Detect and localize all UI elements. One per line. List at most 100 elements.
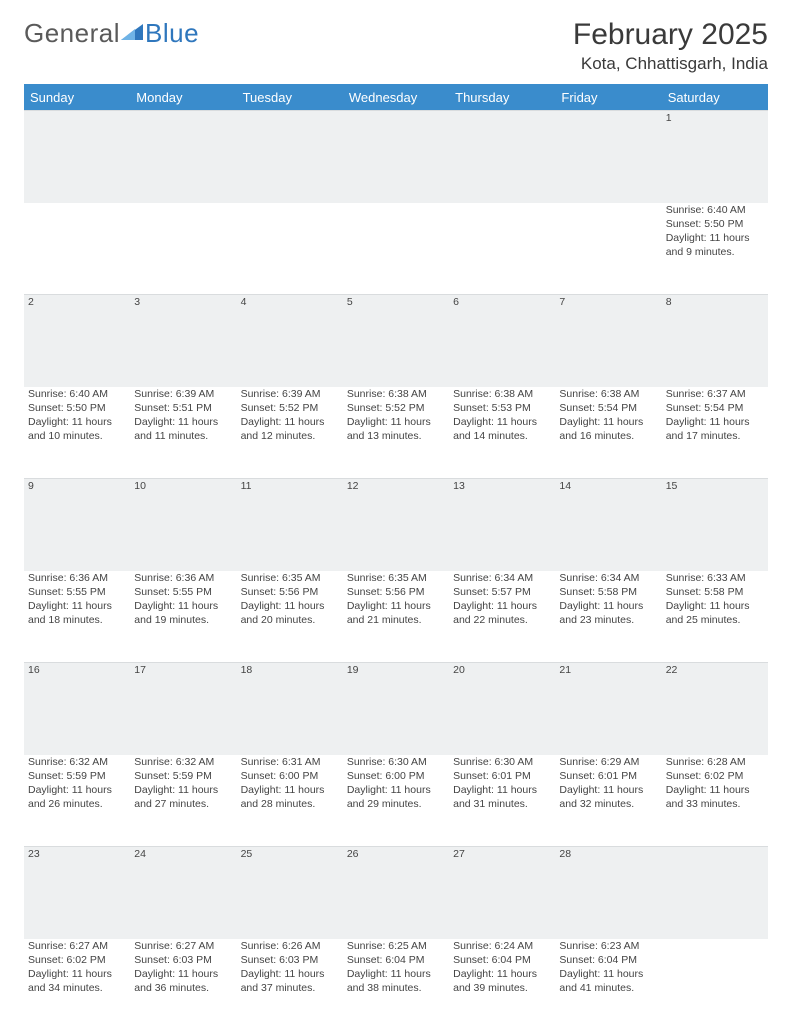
day-detail-cell: Sunrise: 6:40 AMSunset: 5:50 PMDaylight:…: [662, 203, 768, 295]
daylight-line: Daylight: 11 hours and 23 minutes.: [559, 599, 657, 627]
weekday-tuesday: Tuesday: [237, 85, 343, 111]
day-detail-cell: Sunrise: 6:26 AMSunset: 6:03 PMDaylight:…: [237, 939, 343, 1031]
location: Kota, Chhattisgarh, India: [573, 54, 768, 74]
weekday-saturday: Saturday: [662, 85, 768, 111]
week-0-details: Sunrise: 6:40 AMSunset: 5:50 PMDaylight:…: [24, 203, 768, 295]
day-detail-cell: Sunrise: 6:32 AMSunset: 5:59 PMDaylight:…: [130, 755, 236, 847]
day-detail-cell: Sunrise: 6:39 AMSunset: 5:51 PMDaylight:…: [130, 387, 236, 479]
logo-text-2: Blue: [145, 18, 199, 49]
daylight-line: Daylight: 11 hours and 10 minutes.: [28, 415, 126, 443]
daylight-line: Daylight: 11 hours and 20 minutes.: [241, 599, 339, 627]
day-detail-cell: Sunrise: 6:38 AMSunset: 5:53 PMDaylight:…: [449, 387, 555, 479]
sunrise-line: Sunrise: 6:24 AM: [453, 939, 551, 953]
daylight-line: Daylight: 11 hours and 21 minutes.: [347, 599, 445, 627]
sunrise-line: Sunrise: 6:26 AM: [241, 939, 339, 953]
day-number-cell: [24, 111, 130, 203]
sunset-line: Sunset: 6:00 PM: [241, 769, 339, 783]
sunset-line: Sunset: 5:58 PM: [666, 585, 764, 599]
daylight-line: Daylight: 11 hours and 33 minutes.: [666, 783, 764, 811]
sunrise-line: Sunrise: 6:38 AM: [347, 387, 445, 401]
daylight-line: Daylight: 11 hours and 36 minutes.: [134, 967, 232, 995]
day-detail-cell: [343, 203, 449, 295]
daylight-line: Daylight: 11 hours and 17 minutes.: [666, 415, 764, 443]
daylight-line: Daylight: 11 hours and 26 minutes.: [28, 783, 126, 811]
sunrise-line: Sunrise: 6:33 AM: [666, 571, 764, 585]
weekday-header: SundayMondayTuesdayWednesdayThursdayFrid…: [24, 85, 768, 111]
sunrise-line: Sunrise: 6:30 AM: [347, 755, 445, 769]
sunset-line: Sunset: 6:03 PM: [241, 953, 339, 967]
week-2-daynums: 9101112131415: [24, 479, 768, 571]
day-number-cell: 3: [130, 295, 236, 387]
daylight-line: Daylight: 11 hours and 13 minutes.: [347, 415, 445, 443]
day-number-cell: 28: [555, 847, 661, 939]
sunset-line: Sunset: 6:04 PM: [559, 953, 657, 967]
sunrise-line: Sunrise: 6:32 AM: [134, 755, 232, 769]
day-number-cell: [130, 111, 236, 203]
daylight-line: Daylight: 11 hours and 19 minutes.: [134, 599, 232, 627]
daylight-line: Daylight: 11 hours and 31 minutes.: [453, 783, 551, 811]
sunrise-line: Sunrise: 6:30 AM: [453, 755, 551, 769]
week-4-details: Sunrise: 6:27 AMSunset: 6:02 PMDaylight:…: [24, 939, 768, 1031]
day-detail-cell: Sunrise: 6:27 AMSunset: 6:03 PMDaylight:…: [130, 939, 236, 1031]
day-detail-cell: [130, 203, 236, 295]
day-detail-cell: Sunrise: 6:27 AMSunset: 6:02 PMDaylight:…: [24, 939, 130, 1031]
day-number-cell: 15: [662, 479, 768, 571]
logo-triangle-icon: [121, 18, 143, 49]
sunrise-line: Sunrise: 6:39 AM: [241, 387, 339, 401]
sunset-line: Sunset: 5:52 PM: [347, 401, 445, 415]
day-detail-cell: Sunrise: 6:30 AMSunset: 6:00 PMDaylight:…: [343, 755, 449, 847]
day-number-cell: 21: [555, 663, 661, 755]
day-detail-cell: Sunrise: 6:28 AMSunset: 6:02 PMDaylight:…: [662, 755, 768, 847]
day-detail-cell: [555, 203, 661, 295]
sunset-line: Sunset: 5:55 PM: [134, 585, 232, 599]
sunset-line: Sunset: 5:50 PM: [666, 217, 764, 231]
sunrise-line: Sunrise: 6:38 AM: [559, 387, 657, 401]
sunset-line: Sunset: 5:54 PM: [559, 401, 657, 415]
day-number-cell: 24: [130, 847, 236, 939]
weekday-friday: Friday: [555, 85, 661, 111]
daylight-line: Daylight: 11 hours and 27 minutes.: [134, 783, 232, 811]
sunrise-line: Sunrise: 6:40 AM: [28, 387, 126, 401]
day-detail-cell: Sunrise: 6:30 AMSunset: 6:01 PMDaylight:…: [449, 755, 555, 847]
day-number-cell: [555, 111, 661, 203]
day-detail-cell: Sunrise: 6:38 AMSunset: 5:52 PMDaylight:…: [343, 387, 449, 479]
day-detail-cell: [24, 203, 130, 295]
daylight-line: Daylight: 11 hours and 18 minutes.: [28, 599, 126, 627]
day-number-cell: [449, 111, 555, 203]
day-number-cell: 16: [24, 663, 130, 755]
sunrise-line: Sunrise: 6:31 AM: [241, 755, 339, 769]
sunrise-line: Sunrise: 6:35 AM: [241, 571, 339, 585]
sunset-line: Sunset: 5:59 PM: [134, 769, 232, 783]
day-number-cell: [237, 111, 343, 203]
sunset-line: Sunset: 6:02 PM: [28, 953, 126, 967]
sunset-line: Sunset: 5:51 PM: [134, 401, 232, 415]
sunset-line: Sunset: 6:00 PM: [347, 769, 445, 783]
sunrise-line: Sunrise: 6:39 AM: [134, 387, 232, 401]
title-block: February 2025 Kota, Chhattisgarh, India: [573, 18, 768, 74]
header: General Blue February 2025 Kota, Chhatti…: [24, 18, 768, 74]
day-detail-cell: Sunrise: 6:39 AMSunset: 5:52 PMDaylight:…: [237, 387, 343, 479]
weekday-wednesday: Wednesday: [343, 85, 449, 111]
day-number-cell: 8: [662, 295, 768, 387]
day-detail-cell: Sunrise: 6:38 AMSunset: 5:54 PMDaylight:…: [555, 387, 661, 479]
sunrise-line: Sunrise: 6:34 AM: [559, 571, 657, 585]
day-detail-cell: [449, 203, 555, 295]
day-detail-cell: Sunrise: 6:23 AMSunset: 6:04 PMDaylight:…: [555, 939, 661, 1031]
day-detail-cell: Sunrise: 6:33 AMSunset: 5:58 PMDaylight:…: [662, 571, 768, 663]
sunrise-line: Sunrise: 6:38 AM: [453, 387, 551, 401]
daylight-line: Daylight: 11 hours and 25 minutes.: [666, 599, 764, 627]
day-detail-cell: [662, 939, 768, 1031]
daylight-line: Daylight: 11 hours and 39 minutes.: [453, 967, 551, 995]
sunrise-line: Sunrise: 6:32 AM: [28, 755, 126, 769]
daylight-line: Daylight: 11 hours and 32 minutes.: [559, 783, 657, 811]
sunset-line: Sunset: 5:50 PM: [28, 401, 126, 415]
week-4-daynums: 232425262728: [24, 847, 768, 939]
logo-text-1: General: [24, 18, 120, 49]
day-number-cell: 2: [24, 295, 130, 387]
day-number-cell: [343, 111, 449, 203]
day-detail-cell: Sunrise: 6:29 AMSunset: 6:01 PMDaylight:…: [555, 755, 661, 847]
day-detail-cell: [237, 203, 343, 295]
sunset-line: Sunset: 6:04 PM: [347, 953, 445, 967]
sunrise-line: Sunrise: 6:35 AM: [347, 571, 445, 585]
day-number-cell: 20: [449, 663, 555, 755]
